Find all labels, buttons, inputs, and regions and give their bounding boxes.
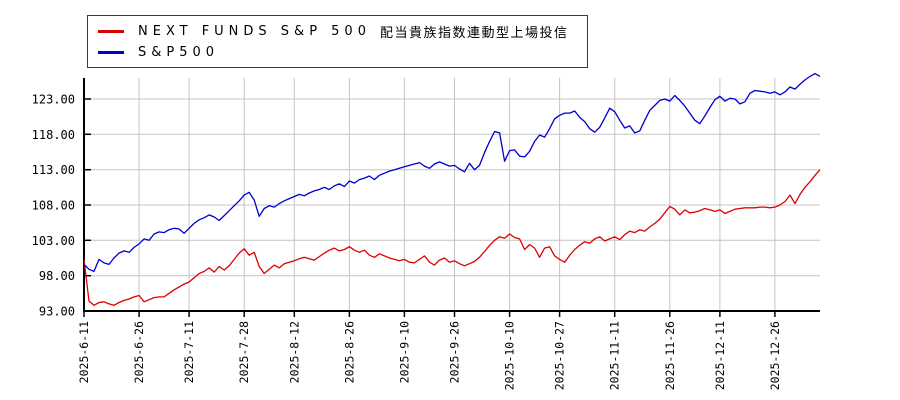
svg-text:2025-10-10: 2025-10-10 [503,321,517,390]
svg-text:2025-9-10: 2025-9-10 [397,321,411,383]
svg-text:103.00: 103.00 [32,234,75,248]
fund-line-sample-icon [98,29,124,33]
svg-text:123.00: 123.00 [32,93,75,107]
svg-text:118.00: 118.00 [32,128,75,142]
svg-text:2025-11-26: 2025-11-26 [663,321,677,390]
legend-item-index: S&P500 [98,42,569,62]
svg-text:2025-8-26: 2025-8-26 [342,321,356,383]
svg-text:2025-12-11: 2025-12-11 [713,321,727,390]
svg-text:93.00: 93.00 [39,305,75,319]
svg-text:2025-7-28: 2025-7-28 [237,321,251,383]
chart-legend: NEXT FUNDS S&P 500 配当貴族指数連動型上場投信 S&P500 [87,15,588,68]
legend-label-fund-en: NEXT FUNDS S&P 500 [138,23,371,39]
svg-text:108.00: 108.00 [32,199,75,213]
svg-text:98.00: 98.00 [39,269,75,283]
svg-text:2025-12-26: 2025-12-26 [768,321,782,390]
svg-text:2025-6-11: 2025-6-11 [77,321,91,383]
svg-text:2025-9-26: 2025-9-26 [448,321,462,383]
svg-text:2025-7-11: 2025-7-11 [182,321,196,383]
index-line-sample-icon [98,50,124,54]
svg-text:113.00: 113.00 [32,163,75,177]
legend-label-index-en: S&P500 [138,44,220,60]
svg-text:2025-6-26: 2025-6-26 [132,321,146,383]
legend-item-fund: NEXT FUNDS S&P 500 配当貴族指数連動型上場投信 [98,21,569,41]
svg-text:2025-8-12: 2025-8-12 [287,321,301,383]
svg-text:2025-10-27: 2025-10-27 [553,321,567,390]
legend-label-fund-ja: 配当貴族指数連動型上場投信 [379,25,569,41]
svg-text:2025-11-11: 2025-11-11 [608,321,622,390]
